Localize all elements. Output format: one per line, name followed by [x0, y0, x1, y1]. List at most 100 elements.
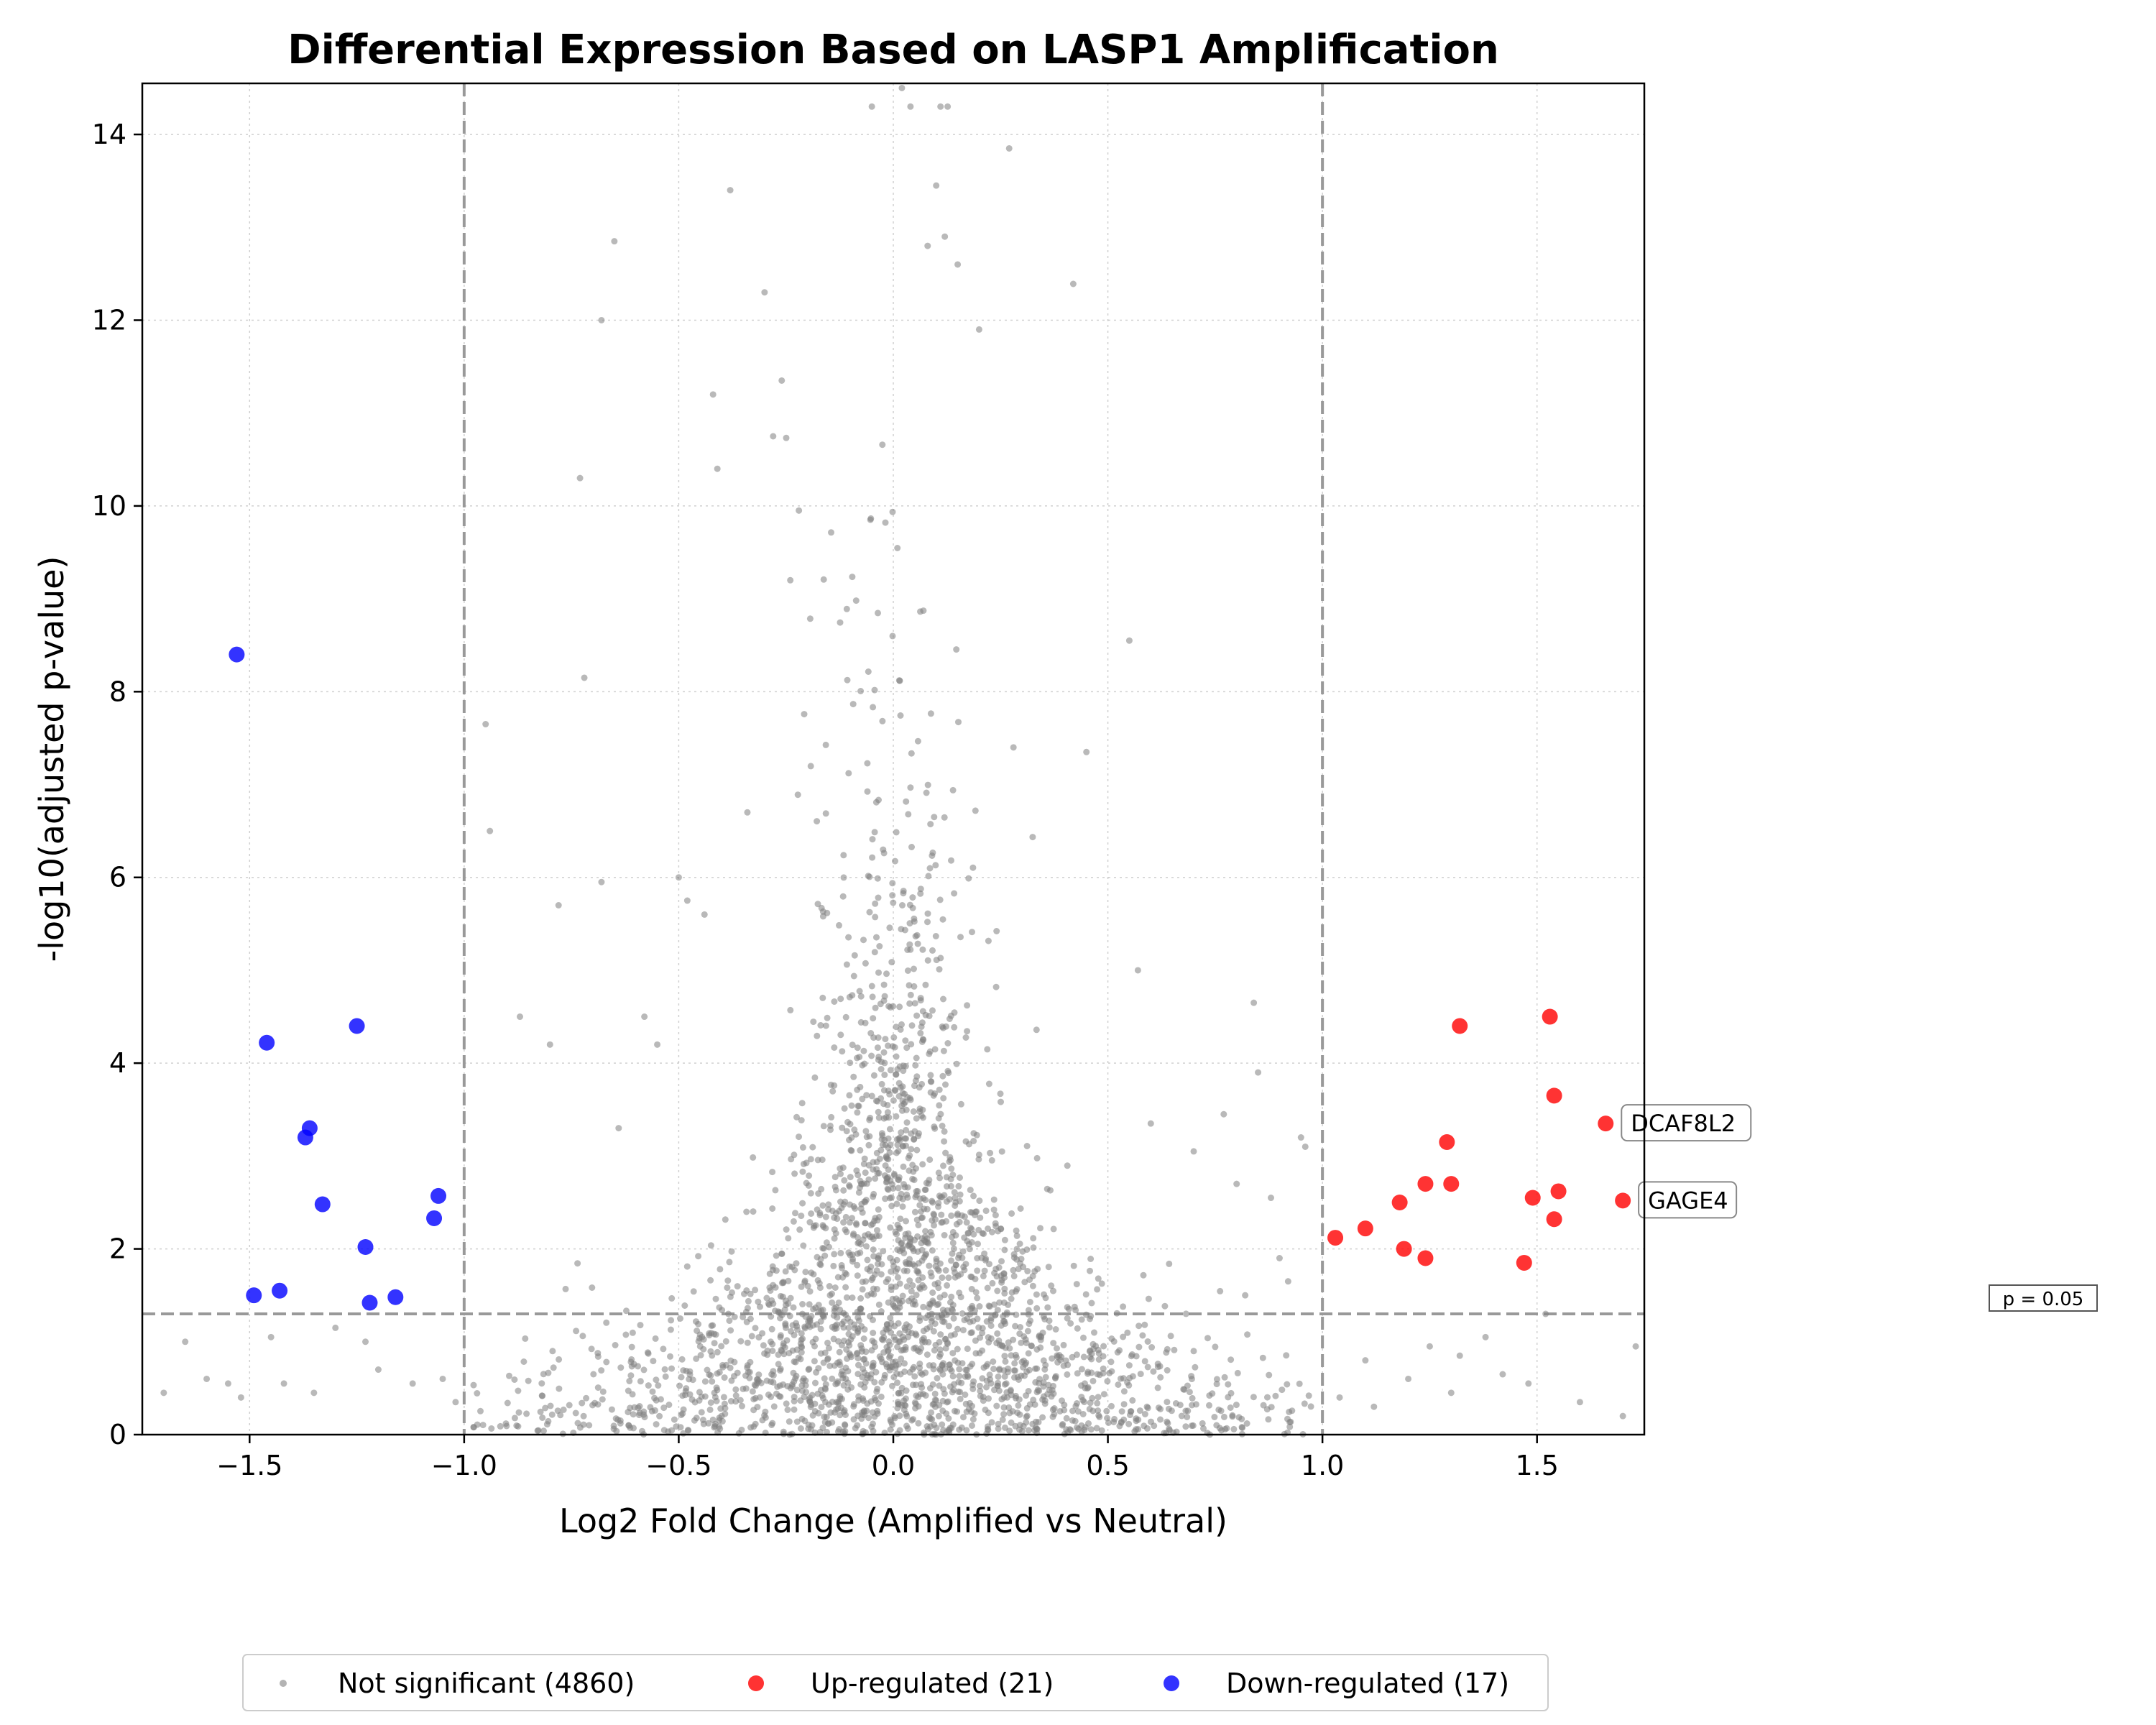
not-significant-point [862, 1278, 869, 1284]
not-significant-point [707, 1348, 714, 1355]
not-significant-point [471, 1424, 477, 1430]
not-significant-point [910, 1301, 916, 1307]
not-significant-point [930, 1381, 936, 1388]
not-significant-point [959, 1310, 966, 1317]
not-significant-point [837, 1250, 844, 1256]
not-significant-point [932, 1046, 939, 1052]
not-significant-point [932, 1320, 939, 1327]
not-significant-point [879, 1130, 885, 1136]
not-significant-point [683, 1388, 689, 1394]
not-significant-point [1242, 1292, 1248, 1299]
not-significant-point [860, 937, 867, 943]
not-significant-point [931, 814, 937, 820]
not-significant-point [821, 1414, 827, 1420]
not-significant-point [942, 1336, 949, 1343]
not-significant-point [603, 1359, 609, 1366]
not-significant-point [788, 1295, 794, 1302]
not-significant-point [1082, 1427, 1088, 1433]
not-significant-point [880, 1334, 887, 1340]
not-significant-point [1037, 1225, 1044, 1231]
not-significant-point [1010, 1337, 1016, 1343]
not-significant-point [862, 1379, 869, 1386]
not-significant-point [831, 998, 837, 1005]
not-significant-point [840, 1324, 847, 1330]
not-significant-point [825, 1356, 831, 1362]
not-significant-point [1033, 1419, 1039, 1425]
not-significant-point [1128, 1408, 1134, 1414]
not-significant-point [1427, 1343, 1433, 1350]
not-significant-point [1105, 1420, 1112, 1426]
not-significant-point [870, 1191, 877, 1197]
not-significant-point [695, 1321, 701, 1328]
not-significant-point [1051, 1411, 1057, 1417]
not-significant-point [668, 1327, 674, 1333]
not-significant-point [800, 1243, 806, 1249]
not-significant-point [1115, 1349, 1121, 1356]
not-significant-point [919, 1371, 926, 1378]
not-significant-point [851, 1203, 857, 1210]
not-significant-point [1108, 1403, 1115, 1409]
not-significant-point [1071, 1263, 1077, 1269]
not-significant-point [890, 509, 896, 515]
not-significant-point [611, 238, 617, 244]
not-significant-point [911, 1082, 918, 1089]
not-significant-point [1011, 1251, 1018, 1258]
not-significant-point [937, 1294, 944, 1301]
not-significant-point [981, 1251, 987, 1257]
not-significant-point [651, 1395, 658, 1402]
not-significant-point [831, 1308, 838, 1315]
not-significant-point [841, 874, 847, 880]
not-significant-point [923, 1315, 929, 1321]
not-significant-point [940, 916, 946, 923]
not-significant-point [1067, 1320, 1074, 1327]
not-significant-point [923, 1012, 929, 1018]
not-significant-point [834, 1215, 840, 1222]
not-significant-point [831, 1335, 837, 1342]
legend-label-down-regulated: Down-regulated (17) [1226, 1668, 1509, 1699]
not-significant-point [990, 1366, 997, 1372]
down-regulated-point [229, 647, 244, 663]
not-significant-point [1126, 638, 1133, 644]
not-significant-point [1001, 1290, 1008, 1297]
not-significant-point [793, 1114, 800, 1121]
up-regulated-point [1615, 1192, 1631, 1208]
not-significant-point [948, 1165, 954, 1172]
not-significant-point [538, 1380, 545, 1386]
not-significant-point [717, 1266, 723, 1272]
not-significant-point [791, 1398, 798, 1404]
not-significant-point [958, 1101, 964, 1108]
not-significant-point [842, 1428, 848, 1435]
not-significant-point [1189, 1402, 1195, 1409]
not-significant-point [993, 1403, 1000, 1409]
not-significant-point [857, 1295, 864, 1302]
not-significant-point [880, 1248, 886, 1254]
not-significant-point [1157, 1417, 1164, 1423]
not-significant-point [870, 1015, 876, 1021]
not-significant-point [869, 104, 875, 110]
not-significant-point [1046, 1264, 1052, 1270]
not-significant-point [1370, 1404, 1377, 1410]
not-significant-point [883, 520, 889, 526]
not-significant-point [871, 1072, 877, 1079]
not-significant-point [977, 1215, 983, 1221]
not-significant-point [985, 1334, 992, 1340]
not-significant-point [573, 1410, 579, 1417]
not-significant-point [917, 1030, 923, 1036]
not-significant-point [707, 1407, 714, 1413]
not-significant-point [918, 1024, 925, 1030]
not-significant-point [800, 1144, 806, 1151]
not-significant-point [993, 984, 1000, 990]
not-significant-point [848, 1148, 854, 1154]
not-significant-point [893, 829, 900, 835]
not-significant-point [897, 1215, 903, 1222]
not-significant-point [890, 1185, 896, 1192]
not-significant-point [863, 1243, 870, 1250]
not-significant-point [936, 1413, 942, 1420]
not-significant-point [695, 1253, 701, 1259]
not-significant-point [777, 1367, 783, 1374]
up-regulated-point [1443, 1176, 1459, 1192]
not-significant-point [821, 576, 827, 583]
not-significant-point [898, 85, 905, 91]
not-significant-point [872, 949, 878, 955]
not-significant-point [1063, 1358, 1069, 1364]
